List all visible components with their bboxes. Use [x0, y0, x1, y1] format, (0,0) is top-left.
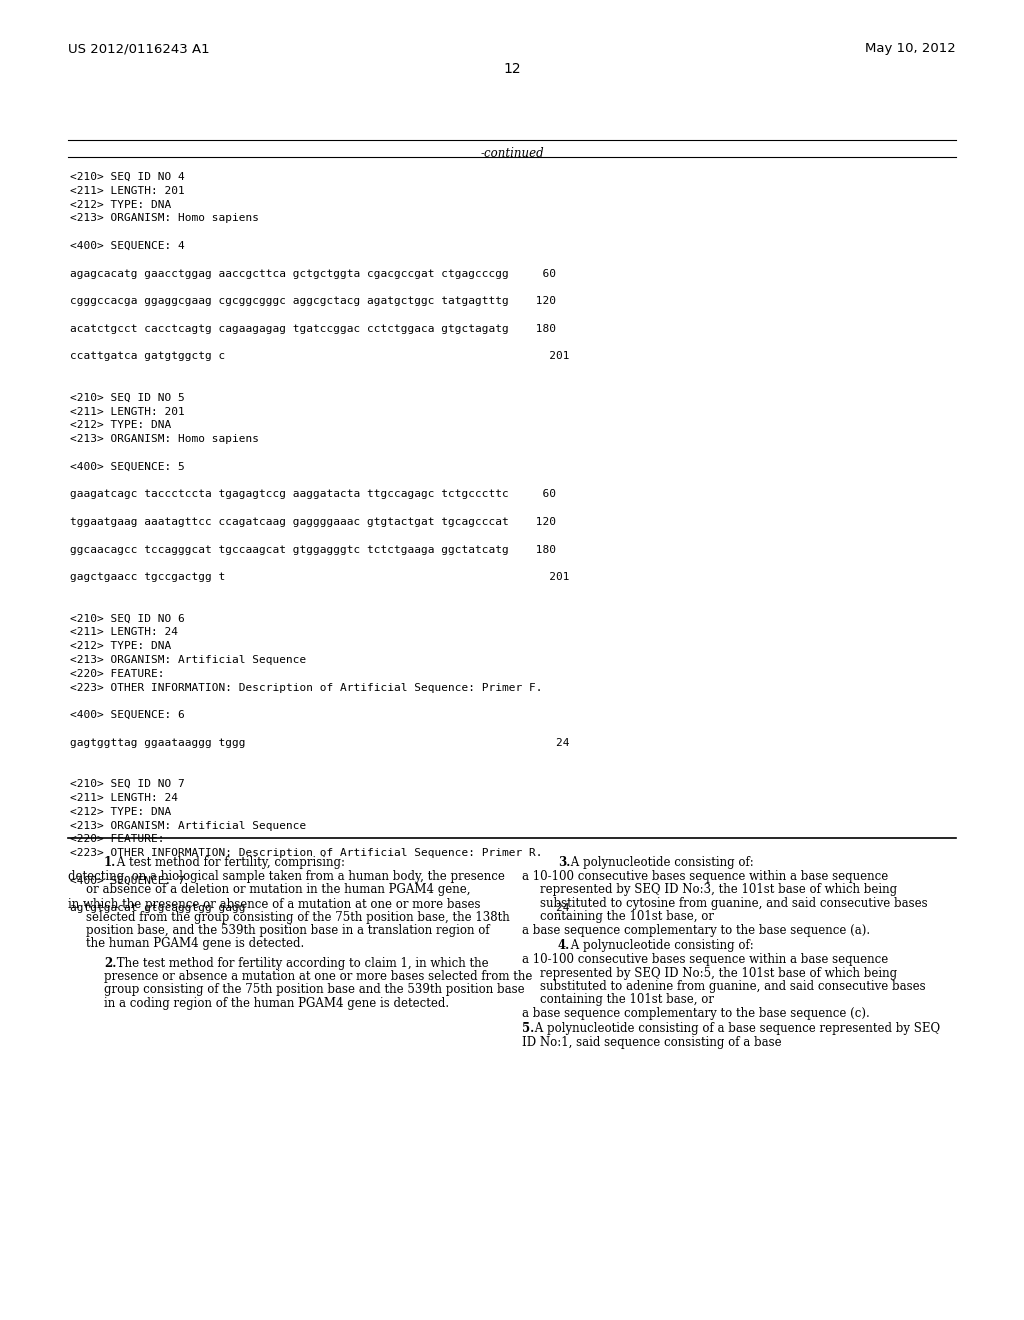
Text: acatctgcct cacctcagtg cagaagagag tgatccggac cctctggaca gtgctagatg    180: acatctgcct cacctcagtg cagaagagag tgatccg…	[70, 323, 556, 334]
Text: a base sequence complementary to the base sequence (a).: a base sequence complementary to the bas…	[522, 924, 870, 937]
Text: represented by SEQ ID No:5, the 101st base of which being: represented by SEQ ID No:5, the 101st ba…	[540, 966, 897, 979]
Text: agtgtgacat gtgcaggtgg gagg                                              24: agtgtgacat gtgcaggtgg gagg 24	[70, 903, 569, 913]
Text: <400> SEQUENCE: 6: <400> SEQUENCE: 6	[70, 710, 184, 721]
Text: <400> SEQUENCE: 7: <400> SEQUENCE: 7	[70, 875, 184, 886]
Text: <210> SEQ ID NO 5: <210> SEQ ID NO 5	[70, 393, 184, 403]
Text: tggaatgaag aaatagttcc ccagatcaag gaggggaaac gtgtactgat tgcagcccat    120: tggaatgaag aaatagttcc ccagatcaag gagggga…	[70, 517, 556, 527]
Text: <211> LENGTH: 24: <211> LENGTH: 24	[70, 627, 178, 638]
Text: the human PGAM4 gene is detected.: the human PGAM4 gene is detected.	[86, 937, 304, 950]
Text: <213> ORGANISM: Homo sapiens: <213> ORGANISM: Homo sapiens	[70, 434, 259, 445]
Text: A polynucleotide consisting of a base sequence represented by SEQ: A polynucleotide consisting of a base se…	[531, 1023, 940, 1035]
Text: a 10-100 consecutive bases sequence within a base sequence: a 10-100 consecutive bases sequence with…	[522, 870, 888, 883]
Text: gagtggttag ggaataaggg tggg                                              24: gagtggttag ggaataaggg tggg 24	[70, 738, 569, 748]
Text: 3.: 3.	[558, 855, 570, 869]
Text: a base sequence complementary to the base sequence (c).: a base sequence complementary to the bas…	[522, 1007, 869, 1020]
Text: A polynucleotide consisting of:: A polynucleotide consisting of:	[567, 940, 754, 952]
Text: containing the 101st base, or: containing the 101st base, or	[540, 993, 714, 1006]
Text: selected from the group consisting of the 75th position base, the 138th: selected from the group consisting of th…	[86, 911, 510, 924]
Text: <210> SEQ ID NO 6: <210> SEQ ID NO 6	[70, 614, 184, 623]
Text: gagctgaacc tgccgactgg t                                                201: gagctgaacc tgccgactgg t 201	[70, 572, 569, 582]
Text: in which the presence or absence of a mutation at one or more bases: in which the presence or absence of a mu…	[68, 898, 480, 911]
Text: <213> ORGANISM: Artificial Sequence: <213> ORGANISM: Artificial Sequence	[70, 655, 306, 665]
Text: <212> TYPE: DNA: <212> TYPE: DNA	[70, 199, 171, 210]
Text: containing the 101st base, or: containing the 101st base, or	[540, 909, 714, 923]
Text: a 10-100 consecutive bases sequence within a base sequence: a 10-100 consecutive bases sequence with…	[522, 953, 888, 966]
Text: <213> ORGANISM: Artificial Sequence: <213> ORGANISM: Artificial Sequence	[70, 821, 306, 830]
Text: substituted to adenine from guanine, and said consecutive bases: substituted to adenine from guanine, and…	[540, 979, 926, 993]
Text: <223> OTHER INFORMATION: Description of Artificial Sequence: Primer R.: <223> OTHER INFORMATION: Description of …	[70, 849, 543, 858]
Text: <210> SEQ ID NO 7: <210> SEQ ID NO 7	[70, 779, 184, 789]
Text: gaagatcagc taccctccta tgagagtccg aaggatacta ttgccagagc tctgcccttc     60: gaagatcagc taccctccta tgagagtccg aaggata…	[70, 490, 556, 499]
Text: A polynucleotide consisting of:: A polynucleotide consisting of:	[567, 855, 754, 869]
Text: or absence of a deletion or mutation in the human PGAM4 gene,: or absence of a deletion or mutation in …	[86, 883, 470, 896]
Text: <220> FEATURE:: <220> FEATURE:	[70, 669, 165, 678]
Text: <400> SEQUENCE: 4: <400> SEQUENCE: 4	[70, 242, 184, 251]
Text: position base, and the 539th position base in a translation region of: position base, and the 539th position ba…	[86, 924, 489, 937]
Text: <211> LENGTH: 201: <211> LENGTH: 201	[70, 407, 184, 417]
Text: <213> ORGANISM: Homo sapiens: <213> ORGANISM: Homo sapiens	[70, 214, 259, 223]
Text: represented by SEQ ID No:3, the 101st base of which being: represented by SEQ ID No:3, the 101st ba…	[540, 883, 897, 896]
Text: 1.: 1.	[104, 855, 117, 869]
Text: 12: 12	[503, 62, 521, 77]
Text: agagcacatg gaacctggag aaccgcttca gctgctggta cgacgccgat ctgagcccgg     60: agagcacatg gaacctggag aaccgcttca gctgctg…	[70, 268, 556, 279]
Text: <210> SEQ ID NO 4: <210> SEQ ID NO 4	[70, 172, 184, 182]
Text: substituted to cytosine from guanine, and said consecutive bases: substituted to cytosine from guanine, an…	[540, 896, 928, 909]
Text: <220> FEATURE:: <220> FEATURE:	[70, 834, 165, 845]
Text: ggcaacagcc tccagggcat tgccaagcat gtggagggtc tctctgaaga ggctatcatg    180: ggcaacagcc tccagggcat tgccaagcat gtggagg…	[70, 545, 556, 554]
Text: ID No:1, said sequence consisting of a base: ID No:1, said sequence consisting of a b…	[522, 1036, 781, 1048]
Text: <211> LENGTH: 24: <211> LENGTH: 24	[70, 793, 178, 803]
Text: <212> TYPE: DNA: <212> TYPE: DNA	[70, 642, 171, 651]
Text: <212> TYPE: DNA: <212> TYPE: DNA	[70, 420, 171, 430]
Text: <211> LENGTH: 201: <211> LENGTH: 201	[70, 186, 184, 195]
Text: <212> TYPE: DNA: <212> TYPE: DNA	[70, 807, 171, 817]
Text: 2.: 2.	[104, 957, 117, 970]
Text: in a coding region of the human PGAM4 gene is detected.: in a coding region of the human PGAM4 ge…	[104, 997, 450, 1010]
Text: US 2012/0116243 A1: US 2012/0116243 A1	[68, 42, 210, 55]
Text: 4.: 4.	[558, 940, 570, 952]
Text: The test method for fertility according to claim 1, in which the: The test method for fertility according …	[114, 957, 488, 970]
Text: -continued: -continued	[480, 147, 544, 160]
Text: ccattgatca gatgtggctg c                                                201: ccattgatca gatgtggctg c 201	[70, 351, 569, 362]
Text: presence or absence a mutation at one or more bases selected from the: presence or absence a mutation at one or…	[104, 970, 532, 983]
Text: 5.: 5.	[522, 1023, 535, 1035]
Text: May 10, 2012: May 10, 2012	[865, 42, 956, 55]
Text: group consisting of the 75th position base and the 539th position base: group consisting of the 75th position ba…	[104, 983, 524, 997]
Text: <400> SEQUENCE: 5: <400> SEQUENCE: 5	[70, 462, 184, 471]
Text: A test method for fertility, comprising:: A test method for fertility, comprising:	[114, 855, 345, 869]
Text: detecting, on a biological sample taken from a human body, the presence: detecting, on a biological sample taken …	[68, 870, 505, 883]
Text: cgggccacga ggaggcgaag cgcggcgggc aggcgctacg agatgctggc tatgagtttg    120: cgggccacga ggaggcgaag cgcggcgggc aggcgct…	[70, 296, 556, 306]
Text: <223> OTHER INFORMATION: Description of Artificial Sequence: Primer F.: <223> OTHER INFORMATION: Description of …	[70, 682, 543, 693]
